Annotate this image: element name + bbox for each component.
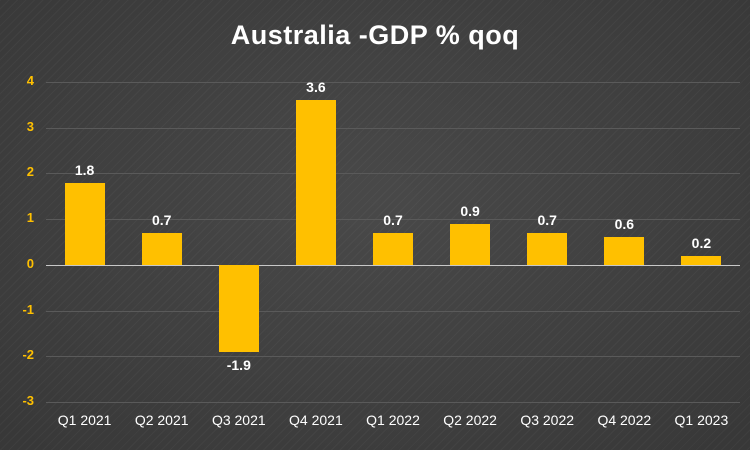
gridline: [46, 356, 740, 358]
bar-q2-2021: [141, 232, 182, 265]
data-label: 3.6: [306, 79, 326, 96]
y-tick-label: -1: [22, 301, 34, 317]
x-tick-label: Q3 2022: [520, 412, 575, 428]
y-tick-label: 2: [26, 164, 34, 180]
y-tick-label: 3: [26, 118, 34, 134]
plot-area: 1.8 0.7 -1.9 3.6 0.7 0.9 0.7 0.6 0.2: [46, 79, 740, 403]
gridline: [46, 82, 740, 83]
bar-q1-2022: [373, 232, 413, 265]
gridline: [46, 173, 740, 175]
y-tick-label: 0: [26, 255, 34, 271]
zero-gridline: [46, 264, 740, 266]
data-label: 0.7: [383, 211, 403, 228]
x-tick-label: Q4 2022: [597, 412, 652, 428]
gridline: [46, 219, 740, 221]
y-tick-label: -2: [22, 347, 34, 363]
y-tick-label: 4: [26, 73, 34, 88]
bar-q4-2021: [295, 100, 336, 265]
bar-q3-2022: [527, 232, 568, 265]
y-tick-label: -3: [22, 393, 34, 408]
chart-title: Australia -GDP % qoq: [230, 20, 520, 50]
x-tick-label: Q1 2022: [366, 412, 420, 428]
x-tick-label: Q3 2021: [211, 412, 266, 428]
bar-q4-2022: [604, 237, 645, 265]
bar-q1-2023: [681, 255, 722, 265]
x-tick-label: Q1 2021: [57, 412, 112, 428]
bar-q1-2021: [64, 182, 105, 265]
x-axis: Q1 2021 Q2 2021 Q3 2021 Q4 2021 Q1 2022 Q2 20…: [46, 412, 740, 438]
y-axis: -3 -2 -1 0 1 2 3 4: [0, 73, 40, 408]
data-label: 0.6: [614, 216, 635, 233]
gridline: [46, 310, 740, 312]
x-tick-label: Q4 2021: [289, 412, 343, 428]
x-tick-label: Q2 2021: [134, 412, 189, 428]
x-tick-label: Q2 2022: [443, 412, 497, 428]
gridline: [46, 127, 740, 129]
y-tick-label: 1: [26, 210, 34, 226]
data-label: 0.2: [691, 234, 712, 251]
x-tick-label: Q1 2023: [674, 412, 729, 428]
bar-q3-2021: [218, 264, 259, 352]
data-label: 0.7: [537, 211, 557, 228]
data-label: -1.9: [226, 356, 251, 373]
data-label: 0.7: [151, 211, 172, 228]
bar-q2-2022: [450, 223, 491, 265]
data-label: 1.8: [74, 161, 95, 178]
data-label: 0.9: [460, 202, 480, 219]
gridline: [46, 402, 740, 403]
